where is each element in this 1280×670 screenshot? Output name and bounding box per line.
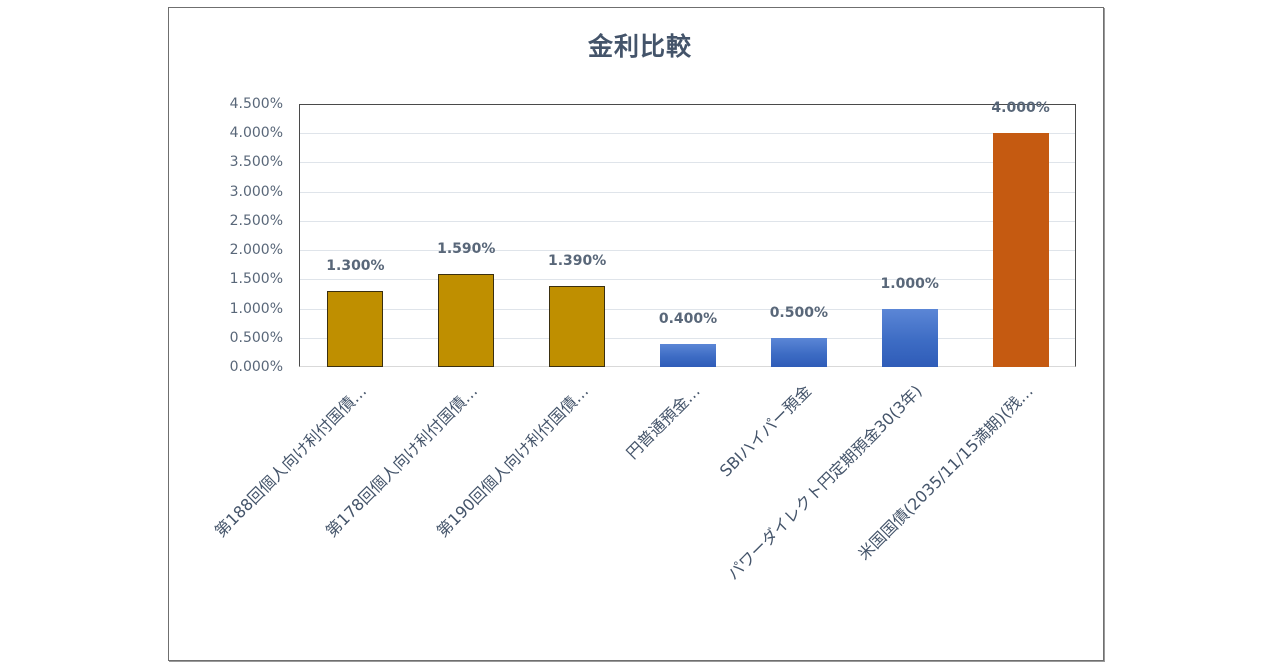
gridline — [300, 309, 1076, 310]
bar[interactable] — [438, 274, 495, 367]
bar[interactable] — [660, 343, 716, 367]
gridline — [300, 221, 1076, 222]
y-tick-label: 2.500% — [229, 212, 283, 229]
chart-title: 金利比較 — [587, 32, 692, 61]
y-tick-label: 3.500% — [229, 154, 283, 171]
y-tick-label: 4.000% — [229, 125, 283, 142]
data-label: 1.390% — [547, 252, 607, 269]
data-label: 1.000% — [880, 275, 939, 292]
y-tick-label: 0.500% — [229, 329, 283, 346]
y-tick-label: 2.000% — [229, 242, 283, 259]
data-label: 0.400% — [658, 310, 718, 327]
y-tick-label: 4.500% — [229, 96, 283, 112]
bar[interactable] — [770, 337, 827, 367]
gridline — [300, 250, 1076, 251]
data-label: 1.300% — [326, 258, 385, 275]
bar[interactable] — [549, 285, 606, 367]
bar[interactable] — [881, 308, 938, 367]
data-label: 0.500% — [769, 304, 828, 321]
data-label: 1.590% — [437, 241, 496, 258]
y-tick-label: 1.500% — [229, 271, 283, 288]
gridline — [300, 338, 1076, 339]
gridline — [300, 162, 1076, 163]
chart-frame — [168, 7, 1104, 661]
bar[interactable] — [327, 291, 384, 367]
data-label: 4.000% — [991, 100, 1050, 117]
bar[interactable] — [992, 133, 1049, 367]
y-tick-label: 3.000% — [229, 183, 283, 200]
y-tick-label: 1.000% — [229, 300, 283, 317]
gridline — [300, 192, 1076, 193]
gridline — [300, 133, 1076, 134]
y-tick-label: 0.000% — [229, 359, 283, 375]
gridline — [300, 279, 1076, 280]
plot-area — [299, 104, 1076, 367]
